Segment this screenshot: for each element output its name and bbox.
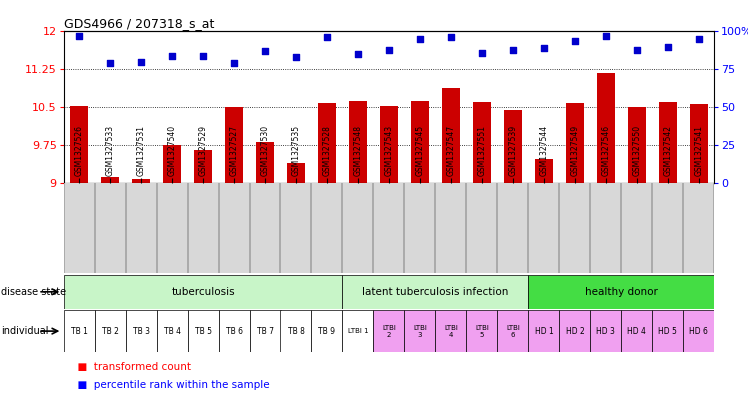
Text: disease state: disease state xyxy=(1,287,66,297)
Bar xyxy=(70,106,88,183)
Text: TB 4: TB 4 xyxy=(164,327,180,336)
Bar xyxy=(218,310,250,352)
Bar xyxy=(497,310,528,352)
Bar xyxy=(652,310,684,352)
Bar xyxy=(64,275,343,309)
Bar xyxy=(473,102,491,183)
Text: HD 2: HD 2 xyxy=(565,327,584,336)
Text: TB 2: TB 2 xyxy=(102,327,118,336)
Text: LTBI
5: LTBI 5 xyxy=(475,325,489,338)
Point xyxy=(631,46,643,53)
Bar xyxy=(380,106,398,183)
Bar xyxy=(684,310,714,352)
Bar xyxy=(256,142,275,183)
Point xyxy=(321,34,333,40)
Point xyxy=(104,60,116,66)
Point xyxy=(445,34,457,40)
Bar xyxy=(622,310,652,352)
Text: LTBI
3: LTBI 3 xyxy=(413,325,427,338)
Bar xyxy=(560,310,590,352)
Bar xyxy=(411,101,429,183)
Point xyxy=(600,33,612,39)
Point xyxy=(197,53,209,59)
Point xyxy=(290,54,302,60)
Bar xyxy=(343,310,373,352)
Bar xyxy=(528,275,714,309)
Text: TB 9: TB 9 xyxy=(319,327,336,336)
Bar xyxy=(286,163,305,183)
Text: HD 5: HD 5 xyxy=(658,327,677,336)
Text: GDS4966 / 207318_s_at: GDS4966 / 207318_s_at xyxy=(64,17,214,30)
Bar xyxy=(224,107,243,183)
Point xyxy=(166,53,178,59)
Text: HD 3: HD 3 xyxy=(596,327,616,336)
Text: LTBI
2: LTBI 2 xyxy=(382,325,396,338)
Bar xyxy=(250,310,280,352)
Bar xyxy=(441,88,460,183)
Bar xyxy=(405,310,435,352)
Bar xyxy=(528,310,560,352)
Bar xyxy=(318,103,337,183)
Text: LTBI 1: LTBI 1 xyxy=(348,328,368,334)
Bar xyxy=(280,310,311,352)
Bar xyxy=(590,310,622,352)
Point xyxy=(73,33,85,39)
Text: ■  percentile rank within the sample: ■ percentile rank within the sample xyxy=(71,380,270,390)
Text: HD 4: HD 4 xyxy=(628,327,646,336)
Bar xyxy=(163,145,181,183)
Bar xyxy=(658,102,677,183)
Text: latent tuberculosis infection: latent tuberculosis infection xyxy=(362,287,509,297)
Text: TB 6: TB 6 xyxy=(225,327,242,336)
Point xyxy=(228,60,240,66)
Point xyxy=(135,59,147,65)
Point xyxy=(352,51,364,57)
Bar xyxy=(64,310,94,352)
Bar xyxy=(467,310,497,352)
Bar xyxy=(132,179,150,183)
Text: healthy donor: healthy donor xyxy=(585,287,657,297)
Text: LTBI
6: LTBI 6 xyxy=(506,325,520,338)
Text: TB 1: TB 1 xyxy=(70,327,88,336)
Point xyxy=(476,50,488,56)
Text: tuberculosis: tuberculosis xyxy=(171,287,235,297)
Text: ■  transformed count: ■ transformed count xyxy=(71,362,191,373)
Text: individual: individual xyxy=(1,326,49,336)
Bar xyxy=(349,101,367,183)
Bar xyxy=(156,310,188,352)
Text: LTBI
4: LTBI 4 xyxy=(444,325,458,338)
Bar xyxy=(690,104,708,183)
Text: TB 5: TB 5 xyxy=(194,327,212,336)
Bar xyxy=(94,310,126,352)
Bar xyxy=(194,150,212,183)
Point xyxy=(259,48,271,54)
Bar xyxy=(101,177,120,183)
Bar xyxy=(435,310,467,352)
Point xyxy=(662,43,674,50)
Text: TB 3: TB 3 xyxy=(132,327,150,336)
Point xyxy=(383,46,395,53)
Bar xyxy=(126,310,156,352)
Point xyxy=(538,45,550,51)
Point xyxy=(569,37,581,44)
Bar xyxy=(628,107,646,183)
Text: TB 7: TB 7 xyxy=(257,327,274,336)
Bar xyxy=(311,310,343,352)
Point xyxy=(414,36,426,42)
Bar xyxy=(503,110,522,183)
Bar xyxy=(343,275,528,309)
Bar xyxy=(597,73,615,183)
Bar xyxy=(188,310,218,352)
Text: HD 6: HD 6 xyxy=(690,327,708,336)
Text: TB 8: TB 8 xyxy=(287,327,304,336)
Bar xyxy=(565,103,584,183)
Bar xyxy=(373,310,405,352)
Point xyxy=(507,46,519,53)
Bar xyxy=(535,158,554,183)
Point xyxy=(693,36,705,42)
Text: HD 1: HD 1 xyxy=(535,327,554,336)
